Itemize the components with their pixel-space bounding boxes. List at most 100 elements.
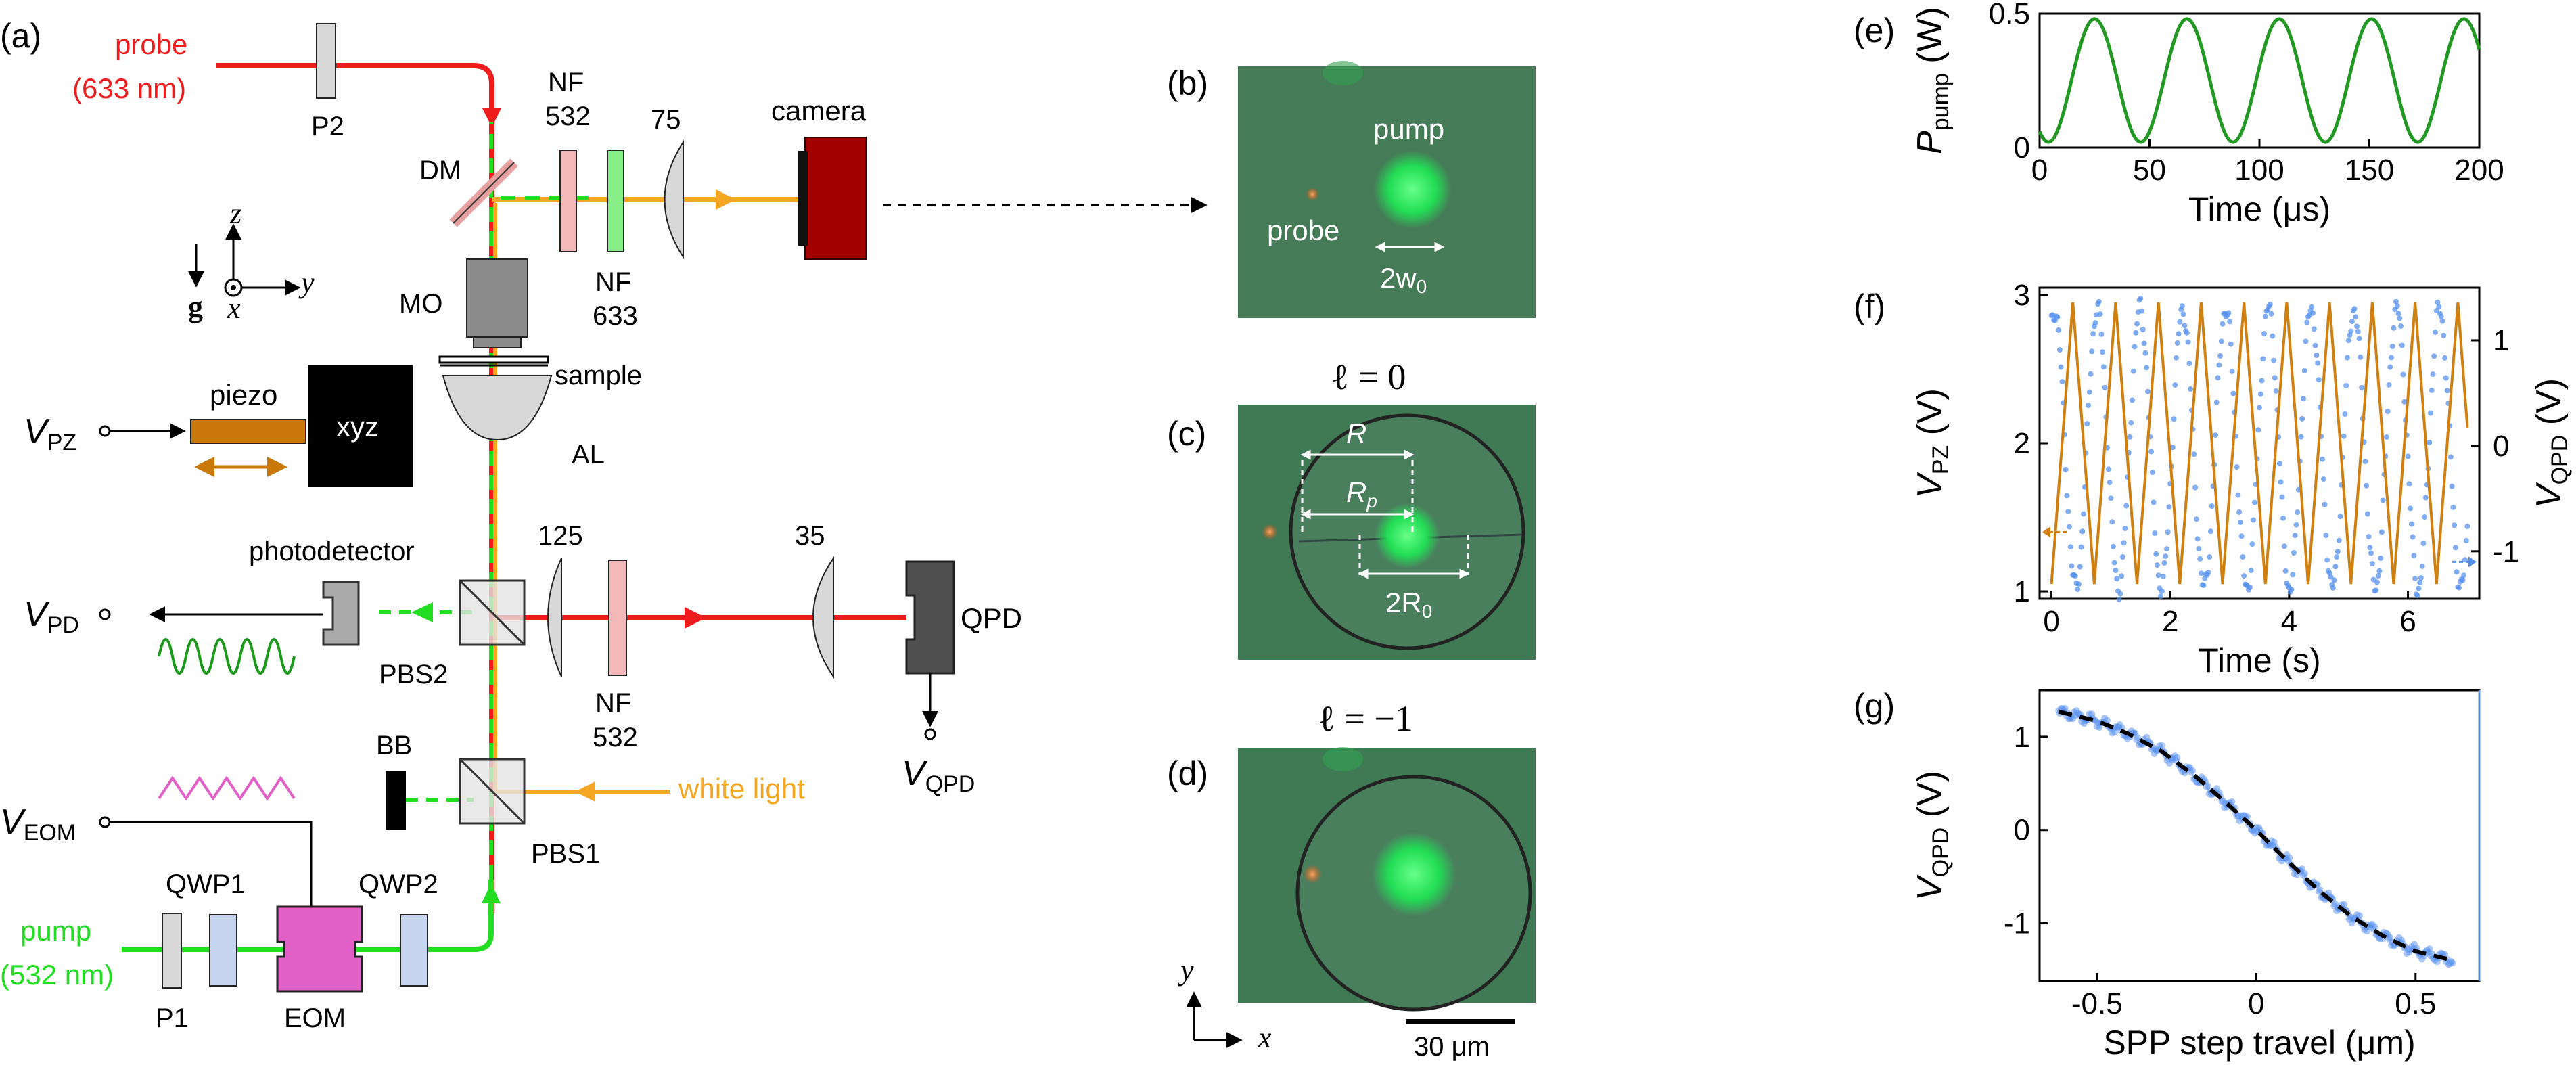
pd-arrow-left <box>411 602 433 622</box>
waveplate-qwp2 <box>400 914 428 987</box>
panel-g-label: (g) <box>1854 687 1895 725</box>
panel-d-micrograph: (d) ℓ = −1 y x 30 μm <box>1167 698 1536 1062</box>
vqpd-point <box>2076 581 2082 587</box>
bb-label: BB <box>376 731 412 761</box>
vqpd-point <box>2345 338 2351 344</box>
y-axis-label-main: V <box>1910 874 1950 901</box>
probe-wavelength: (633 nm) <box>72 72 186 104</box>
vqpd-point <box>2122 526 2128 532</box>
y-tick-label: 2 <box>2014 427 2030 460</box>
vqpd-point <box>2367 545 2373 551</box>
vqpd-point <box>2368 550 2374 556</box>
vqpd-point <box>2419 563 2425 569</box>
y2-axis-label-sub: QPD <box>2547 435 2573 485</box>
vqpd-point <box>2422 495 2429 501</box>
vqpd-point <box>2259 378 2265 384</box>
vqpd-point <box>2260 356 2266 362</box>
vqpd-point <box>2148 449 2155 455</box>
vqpd-point <box>2397 315 2403 321</box>
vqpd-point <box>2314 353 2320 358</box>
vqpd-point <box>2240 554 2246 560</box>
vpd-terminal <box>99 608 111 620</box>
vqpd-point <box>2422 514 2428 520</box>
vqpd-point <box>2343 383 2349 388</box>
vqpd-point <box>2153 551 2159 557</box>
vqpd-point <box>2323 532 2329 538</box>
qpd-point <box>2103 717 2111 724</box>
vqpd-point <box>2065 509 2071 515</box>
probe-arrow-right <box>685 607 706 629</box>
vqpd-point <box>2292 532 2298 539</box>
vqpd-point <box>2420 541 2426 547</box>
vqpd-point <box>2255 427 2261 433</box>
vqpd-point <box>2298 434 2304 440</box>
y2-axis-label-unit: (V) <box>2529 378 2569 435</box>
vqpd-point <box>2226 310 2232 316</box>
vqpd-point <box>2194 536 2201 542</box>
microscope-objective <box>466 258 528 338</box>
vqpd-point <box>2464 524 2470 529</box>
vqpd-point <box>2098 331 2104 337</box>
vqpd-point <box>2391 325 2397 331</box>
x-tick-label: 50 <box>2133 154 2166 187</box>
vqpd-point <box>2364 511 2370 517</box>
qpd-point <box>2426 945 2433 953</box>
vqpd-point <box>2111 560 2117 566</box>
b-width-label: 2w0 <box>1380 262 1427 297</box>
qwp2-label: QWP2 <box>359 869 438 899</box>
vqpd-point <box>2366 534 2372 540</box>
vqpd-point <box>2100 349 2106 355</box>
dm-label: DM <box>419 156 461 185</box>
vqpd-label: VQPD <box>902 754 975 797</box>
piezo-actuator <box>190 419 306 444</box>
vqpd-point <box>2261 331 2267 337</box>
vqpd-point <box>2132 344 2138 350</box>
vqpd-point <box>2443 375 2449 381</box>
c-pump-spot <box>1375 503 1440 568</box>
vqpd-point <box>2411 553 2417 559</box>
vqpd-point <box>2159 588 2165 594</box>
vqpd-point <box>2452 545 2458 551</box>
vqpd-point <box>2376 568 2383 574</box>
vqpd-point <box>2405 453 2411 459</box>
pd-signal-wave <box>158 638 296 675</box>
pump-wavelength: (532 nm) <box>0 959 114 991</box>
vqpd-point <box>2186 361 2192 367</box>
pump-arrow-up <box>482 883 501 903</box>
vqpd-point <box>2241 573 2247 579</box>
y2-tick-label: 0 <box>2493 430 2509 463</box>
vqpd-point <box>2067 544 2073 550</box>
vqpd-point <box>2191 451 2197 457</box>
c-Rp-label: Rp <box>1346 476 1377 512</box>
vqpd-point <box>2393 298 2399 304</box>
vqpd-point <box>2158 593 2164 599</box>
vqpd-point <box>2271 357 2277 363</box>
lens-35 <box>812 556 834 679</box>
vqpd-point <box>2174 355 2179 361</box>
gravity-label: g <box>188 290 203 323</box>
vpz-terminal <box>99 425 111 437</box>
vqpd-point <box>2310 310 2316 316</box>
probe-arrow-down <box>482 108 501 127</box>
vqpd-point <box>2330 585 2336 591</box>
vpz-label: VPZ <box>24 412 76 455</box>
vqpd-point <box>2276 461 2282 467</box>
qpd-point <box>2204 782 2211 790</box>
vqpd-point <box>2463 537 2469 543</box>
vqpd-point <box>2408 521 2414 527</box>
vqpd-point <box>2155 572 2161 579</box>
vqpd-point <box>2336 537 2342 543</box>
x-tick-label: -0.5 <box>2071 987 2123 1020</box>
vqpd-point <box>2089 348 2095 355</box>
vqpd-point <box>2086 389 2092 395</box>
vqpd-point <box>2384 434 2389 440</box>
scale-bar-label: 30 μm <box>1414 1032 1490 1062</box>
vqpd-point <box>2081 511 2086 517</box>
qpd-point <box>2341 901 2348 908</box>
axis-y-label: y <box>298 266 315 299</box>
vqpd-point <box>2328 574 2334 580</box>
vqpd-point <box>2160 573 2166 579</box>
vqpd-point <box>2301 367 2307 373</box>
vqpd-point <box>2213 399 2220 405</box>
vqpd-point <box>2309 304 2315 310</box>
